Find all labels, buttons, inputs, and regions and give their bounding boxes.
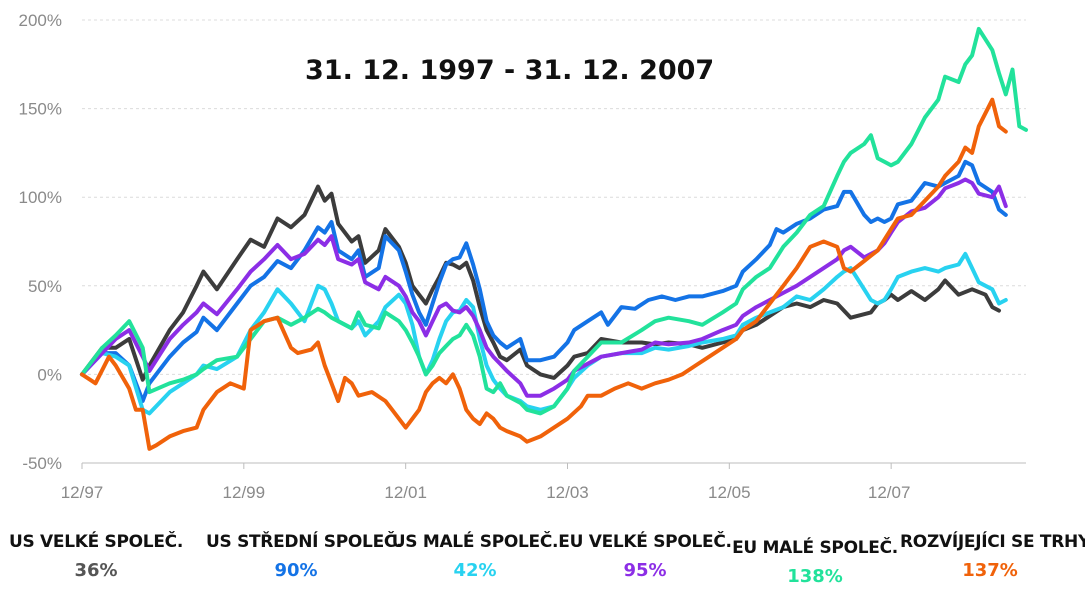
legend-name: US MALÉ SPOLEČ. [391,532,559,552]
legend-value: 90% [274,560,318,581]
chart-title: 31. 12. 1997 - 31. 12. 2007 [305,55,714,86]
legend-value: 36% [74,560,118,581]
legend-name: US VELKÉ SPOLEČ. [8,532,183,552]
legend-item-eu-small: EU MALÉ SPOLEČ. 138% [725,538,905,587]
y-tick-label: 0% [37,365,62,384]
y-tick-label: -50% [22,454,62,473]
legend: US VELKÉ SPOLEČ. 36% US STŘEDNÍ SPOLEČ. … [0,532,1085,598]
y-tick-label: 100% [19,188,62,207]
series-line-0 [80,184,1001,382]
legend-item-emerging: ROZVÍJEJÍCI SE TRHY 137% [900,532,1085,581]
series-line-5 [80,97,1008,451]
legend-value: 137% [962,560,1018,581]
legend-name: ROZVÍJEJÍCI SE TRHY [900,532,1085,552]
x-tick-label: 12/99 [223,483,266,502]
series-lines [80,26,1028,451]
legend-name: EU VELKÉ SPOLEČ. [558,532,732,552]
x-tick-label: 12/03 [546,483,589,502]
x-tick-label: 12/07 [868,483,911,502]
legend-item-us-mid: US STŘEDNÍ SPOLEČ. 90% [206,532,403,581]
legend-value: 95% [623,560,667,581]
series-line-3 [80,177,1008,398]
x-tick-label: 12/01 [384,483,427,502]
series-line-1 [80,159,1008,403]
y-tick-label: 50% [28,277,62,296]
legend-item-eu-large: EU VELKÉ SPOLEČ. 95% [555,532,735,581]
legend-item-us-large: US VELKÉ SPOLEČ. 36% [6,532,186,581]
y-tick-label: 150% [19,100,62,119]
x-axis: 12/97 12/99 12/01 12/03 12/05 12/07 [61,462,1026,502]
legend-value: 42% [453,560,497,581]
x-tick-label: 12/05 [708,483,751,502]
series-line-4 [80,26,1028,416]
legend-value: 138% [787,566,843,587]
legend-name: EU MALÉ SPOLEČ. [732,538,898,558]
legend-item-us-small: US MALÉ SPOLEČ. 42% [385,532,565,581]
line-chart: -50%0%50%100%150%200% 12/97 12/99 12/01 12/… [19,11,1028,502]
x-tick-label: 12/97 [61,483,104,502]
legend-name: US STŘEDNÍ SPOLEČ. [206,532,403,552]
gridlines: -50% 0% 50% 100% 150% 200% [19,11,1026,473]
y-tick-label: 200% [19,11,62,30]
